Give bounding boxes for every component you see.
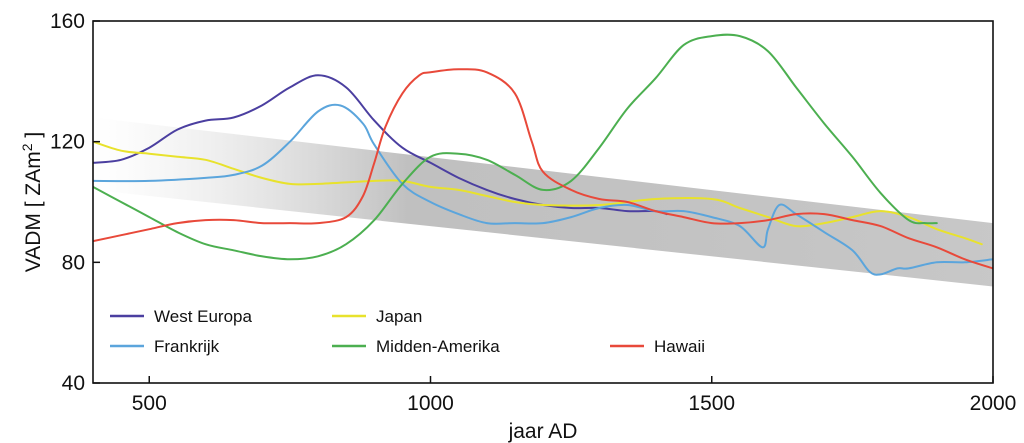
x-tick-label: 1500 bbox=[688, 392, 735, 415]
legend-label-japan: Japan bbox=[376, 307, 422, 326]
x-tick-label: 2000 bbox=[970, 392, 1017, 415]
legend: West Europa Japan Frankrijk Midden-Amerika H… bbox=[110, 307, 705, 356]
x-axis-label: jaar AD bbox=[508, 420, 578, 443]
legend-label-frankrijk: Frankrijk bbox=[154, 337, 220, 356]
y-axis-label-suffix: ] bbox=[22, 132, 45, 144]
tick-layer: 500 1000 1500 2000 40 80 120 160 bbox=[50, 10, 1016, 415]
y-tick-label: 120 bbox=[50, 131, 85, 154]
x-tick-label: 1000 bbox=[407, 392, 454, 415]
trend-band bbox=[93, 117, 993, 287]
y-axis-label: VADM [ ZAm2 ] bbox=[19, 132, 45, 272]
plot-frame bbox=[92, 20, 994, 384]
x-tick-label: 500 bbox=[132, 392, 167, 415]
y-axis-label-prefix: VADM [ ZAm bbox=[22, 151, 45, 272]
y-axis-label-sup: 2 bbox=[19, 143, 35, 151]
y-tick-label: 160 bbox=[50, 10, 85, 33]
series-layer bbox=[93, 33, 993, 276]
series-line-midden-amerika bbox=[93, 33, 938, 261]
series-line-west-europa bbox=[93, 74, 668, 216]
series-line-frankrijk bbox=[93, 103, 993, 276]
series-line-hawaii bbox=[93, 68, 993, 270]
trend-band-layer bbox=[93, 117, 993, 287]
legend-label-west-europa: West Europa bbox=[154, 307, 253, 326]
y-tick-label: 80 bbox=[62, 251, 85, 274]
legend-label-midden-amerika: Midden-Amerika bbox=[376, 337, 500, 356]
legend-label-hawaii: Hawaii bbox=[654, 337, 705, 356]
series-line-japan bbox=[93, 140, 983, 246]
y-tick-label: 40 bbox=[62, 372, 85, 395]
